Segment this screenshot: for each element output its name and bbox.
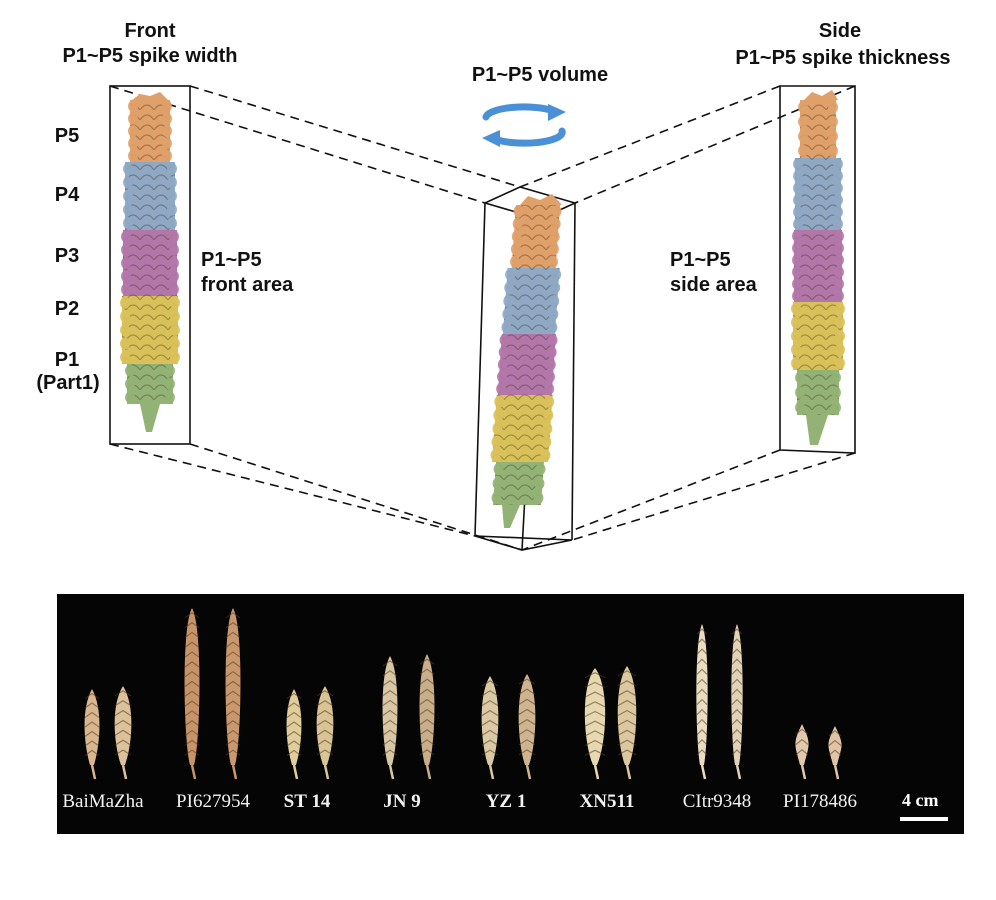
volume-label: P1~P5 volume bbox=[471, 64, 609, 86]
spike-photo bbox=[584, 668, 606, 780]
spike-photo bbox=[382, 656, 398, 780]
variety-label-citr9348: CItr9348 bbox=[682, 791, 752, 812]
variety-label-baimazha: BaiMaZha bbox=[62, 791, 144, 812]
spike-segment-p2 bbox=[490, 395, 555, 462]
side-bounding-box bbox=[779, 85, 856, 454]
spike-photo bbox=[795, 724, 809, 780]
side-subtitle: P1~P5 spike thickness bbox=[735, 47, 951, 69]
side-title: Side bbox=[818, 20, 862, 42]
projection-line bbox=[189, 85, 521, 188]
projection-line bbox=[109, 85, 486, 204]
front-bounding-box bbox=[109, 85, 191, 445]
side-spike bbox=[791, 90, 845, 445]
variety-label-jn9: JN 9 bbox=[383, 791, 421, 812]
spike-photo bbox=[316, 686, 334, 780]
part-label-p2: P2 bbox=[54, 298, 80, 320]
rotation-icon bbox=[482, 103, 566, 147]
spike-segment-p4 bbox=[501, 268, 562, 334]
spike-photo bbox=[617, 666, 637, 780]
part-label-p3: P3 bbox=[54, 245, 80, 267]
spike-photos bbox=[84, 608, 842, 780]
side-area-label-line1: P1~P5 bbox=[670, 249, 731, 271]
scale-bar-label: 4 cm bbox=[902, 790, 939, 810]
volume-view bbox=[474, 186, 578, 551]
spike-awns bbox=[520, 194, 562, 205]
side-area-label-line2: side area bbox=[670, 274, 757, 296]
spike-segment-p3 bbox=[792, 230, 844, 302]
spike-segment-p1 bbox=[795, 370, 841, 415]
variety-label-xn511: XN511 bbox=[579, 791, 635, 812]
spike-photo bbox=[184, 608, 200, 780]
front-area-label-line1: P1~P5 bbox=[201, 249, 262, 271]
spike-photo bbox=[481, 676, 499, 780]
spike-photo bbox=[731, 624, 743, 780]
projection-line bbox=[571, 452, 856, 541]
volume-spike bbox=[490, 194, 562, 528]
spike-segment-p5 bbox=[510, 205, 562, 268]
spike-photo bbox=[286, 689, 302, 780]
spike-stem bbox=[140, 404, 160, 432]
side-view bbox=[779, 85, 856, 454]
spike-segment-p4 bbox=[793, 158, 843, 230]
spike-photo bbox=[828, 726, 842, 780]
part-label-p4: P4 bbox=[54, 184, 80, 206]
spike-segment-p5 bbox=[128, 100, 172, 162]
variety-gallery: BaiMaZha PI627954 ST 14 JN 9 YZ 1 XN511 … bbox=[57, 594, 964, 834]
front-title: Front bbox=[124, 20, 176, 42]
spike-segment-p1 bbox=[491, 462, 546, 505]
variety-label-pi627954: PI627954 bbox=[176, 791, 250, 812]
spike-awns bbox=[804, 90, 838, 100]
variety-label-pi178486: PI178486 bbox=[783, 791, 857, 812]
front-view bbox=[109, 85, 191, 445]
front-spike bbox=[120, 92, 180, 432]
spike-stem bbox=[502, 505, 520, 528]
spike-photo bbox=[225, 608, 241, 780]
part-label-p5: P5 bbox=[54, 125, 80, 147]
spike-photo bbox=[114, 686, 132, 780]
variety-label-yz1: YZ 1 bbox=[485, 791, 527, 812]
front-area-label-line2: front area bbox=[201, 274, 294, 296]
spike-segment-p3 bbox=[121, 230, 179, 296]
front-subtitle: P1~P5 spike width bbox=[62, 45, 238, 67]
part-label-p1: P1 bbox=[54, 349, 80, 371]
spike-photo bbox=[696, 624, 708, 780]
spike-segment-p3 bbox=[496, 334, 558, 395]
spike-segmentation-diagram bbox=[109, 85, 856, 551]
projection-line bbox=[521, 449, 781, 551]
spike-stem bbox=[806, 415, 828, 445]
scale-bar bbox=[900, 817, 948, 821]
spike-segment-p5 bbox=[798, 100, 838, 158]
projection-line bbox=[189, 443, 523, 551]
volume-box-bottom bbox=[474, 535, 573, 551]
spike-segment-p2 bbox=[791, 302, 845, 370]
projection-line bbox=[109, 443, 476, 537]
projection-line bbox=[519, 85, 781, 188]
spike-segment-p2 bbox=[120, 296, 180, 364]
spike-photo bbox=[419, 654, 435, 780]
spike-segment-p1 bbox=[125, 364, 175, 404]
variety-label-st14: ST 14 bbox=[283, 791, 331, 812]
spike-awns bbox=[132, 92, 168, 100]
spike-segment-p4 bbox=[123, 162, 177, 230]
spike-photo bbox=[518, 674, 536, 780]
part-label-p1-part: (Part1) bbox=[36, 372, 100, 394]
projection-lines bbox=[109, 85, 856, 551]
spike-photo bbox=[84, 689, 100, 780]
